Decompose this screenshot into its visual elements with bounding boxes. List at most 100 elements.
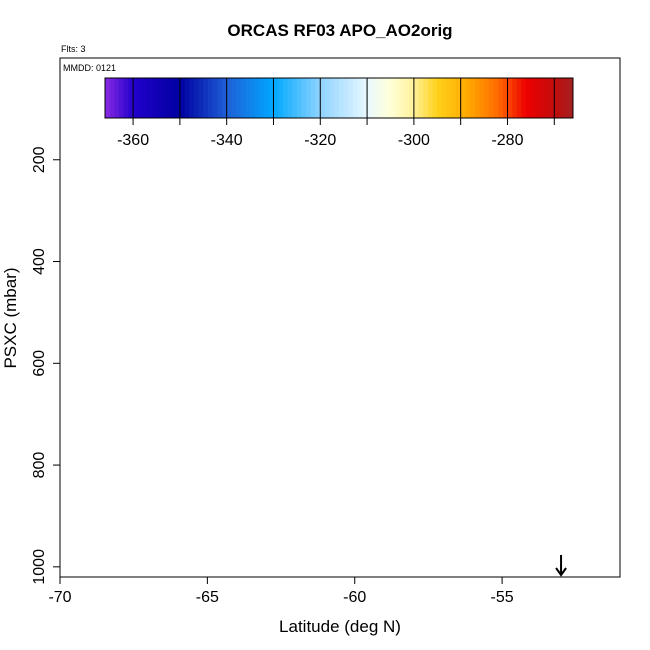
sample-dot (541, 366, 546, 370)
colorbar-swatch (165, 78, 172, 118)
sample-dot (440, 240, 445, 244)
colorbar-swatch (507, 78, 513, 118)
sample-dot (237, 328, 242, 333)
sample-dot (205, 464, 209, 469)
sample-dot (207, 376, 211, 380)
colorbar-swatch (217, 78, 223, 118)
sample-dot (505, 534, 509, 538)
colorbar-swatch (282, 78, 289, 118)
sample-dot (95, 472, 99, 477)
sample-dot (452, 566, 457, 571)
colorbar-swatch (278, 78, 284, 118)
colorbar-swatch (207, 78, 214, 118)
sample-dot (350, 556, 355, 560)
sample-dot (176, 297, 181, 302)
colorbar-swatch (484, 78, 490, 118)
colorbar-swatch (222, 78, 228, 118)
sample-dot (361, 394, 365, 399)
sample-dot (380, 465, 385, 469)
colorbar-swatch (498, 78, 504, 118)
colorbar-swatch (568, 78, 574, 118)
sample-dot (463, 557, 467, 561)
colorbar-swatch (109, 78, 115, 118)
colorbar-swatch (315, 78, 321, 118)
colorbar-swatch (488, 78, 494, 118)
flights-annotation: Flts: 3 (61, 44, 86, 54)
sample-dot (454, 171, 459, 175)
sample-dot (167, 496, 172, 501)
sample-dot (377, 506, 382, 511)
colorbar-swatch (170, 78, 176, 118)
colorbar-swatch (479, 78, 485, 118)
colorbar-swatch (460, 78, 466, 118)
sample-dot (466, 561, 470, 565)
sample-dot (491, 376, 495, 380)
colorbar-swatch (427, 78, 434, 118)
sample-dot (502, 290, 506, 294)
colorbar-swatch (306, 78, 312, 118)
sample-dot (219, 367, 223, 372)
sample-dot (513, 480, 517, 485)
sample-dot (321, 375, 326, 379)
colorbar-swatch (441, 78, 448, 118)
sample-dot (192, 321, 197, 326)
sample-dot (184, 158, 188, 162)
sample-dot (207, 273, 211, 277)
sample-dot (362, 536, 367, 540)
colorbar-swatch (348, 78, 354, 118)
sample-dot (329, 552, 334, 557)
sample-dot (137, 439, 141, 444)
sample-dot (206, 180, 211, 185)
colorbar-tick-label: -300 (398, 132, 430, 149)
colorbar-swatch (114, 78, 120, 118)
sample-dot (389, 169, 394, 173)
colorbar-swatch (362, 78, 368, 118)
sample-dot (95, 498, 99, 503)
colorbar-swatch (404, 78, 410, 118)
sample-dot (465, 259, 470, 264)
colorbar-swatch (544, 78, 551, 118)
sample-dot (458, 388, 463, 393)
date-annotation: MMDD: 0121 (63, 63, 116, 73)
sample-dot (353, 325, 358, 329)
sample-dot (187, 507, 192, 511)
colorbar-swatch (540, 78, 546, 118)
sample-dot (421, 504, 426, 509)
sample-dot (282, 473, 287, 477)
colorbar-swatch (563, 78, 569, 118)
colorbar-swatch (367, 78, 373, 118)
colorbar-swatch (395, 78, 401, 118)
colorbar-swatch (493, 78, 499, 118)
colorbar-swatch (399, 78, 406, 118)
sample-dot (394, 173, 398, 177)
colorbar-swatch (301, 78, 307, 118)
colorbar-swatch (376, 78, 382, 118)
sample-dot (229, 173, 234, 177)
sample-dot (290, 165, 294, 170)
x-tick-label: -65 (196, 589, 219, 606)
sample-dot (485, 170, 490, 175)
colorbar-swatch (151, 78, 157, 118)
colorbar-swatch (558, 78, 565, 118)
colorbar-swatch (147, 78, 153, 118)
colorbar: -360 -340 -320 -300 -280 (104, 77, 574, 149)
sample-dot (418, 572, 422, 577)
colorbar-swatch (133, 78, 139, 118)
sample-dot (292, 269, 296, 274)
colorbar-swatch (329, 78, 335, 118)
sample-dot (325, 172, 330, 176)
sample-dot (427, 180, 432, 184)
y-axis: 200 400 600 800 1000 (31, 146, 60, 585)
colorbar-swatch (432, 78, 438, 118)
sample-dot (461, 369, 466, 373)
sample-dot (417, 242, 421, 247)
colorbar-swatch (549, 78, 555, 118)
sample-dot (118, 279, 123, 283)
sample-dot (483, 219, 488, 223)
colorbar-swatch (123, 78, 129, 118)
y-tick-label: 200 (31, 146, 48, 173)
colorbar-swatch (324, 78, 331, 118)
colorbar-swatch (264, 78, 270, 118)
sample-dot (158, 170, 162, 174)
colorbar-swatch (175, 78, 181, 118)
